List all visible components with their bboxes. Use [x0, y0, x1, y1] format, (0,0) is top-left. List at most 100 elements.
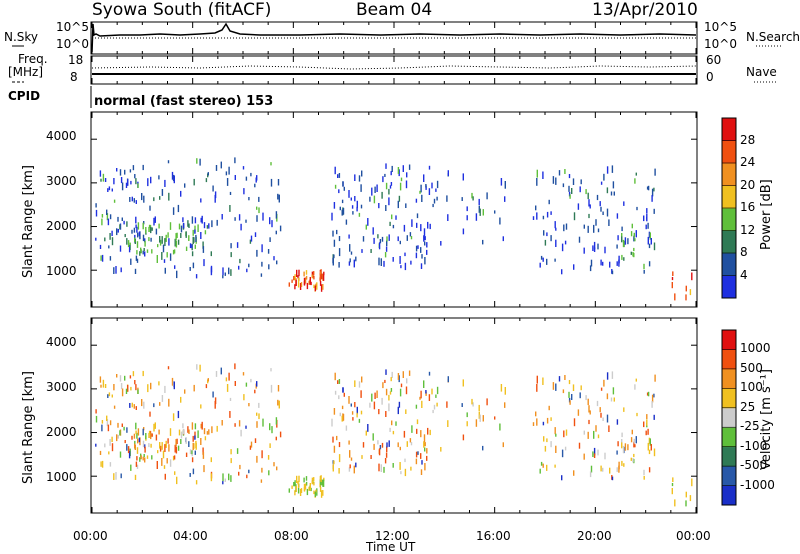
power-cell	[633, 235, 635, 242]
power-cell	[168, 238, 170, 246]
power-cell	[142, 222, 144, 230]
power-cell	[634, 238, 636, 242]
colorbar-segment	[722, 275, 736, 299]
power-cell	[417, 245, 419, 249]
velocity-cell	[612, 387, 615, 395]
power-cell	[228, 166, 230, 175]
power-cell	[296, 269, 298, 277]
power-cell	[499, 217, 501, 225]
velocity-cell	[623, 463, 625, 467]
power-cell	[590, 259, 593, 267]
power-cell	[623, 257, 625, 261]
colorbar-segment	[722, 118, 736, 141]
power-cell	[211, 220, 213, 228]
power-cell	[254, 232, 257, 237]
power-cell	[643, 270, 645, 274]
power-cell	[648, 261, 651, 267]
velocity-cell	[200, 438, 202, 445]
power-cell	[596, 194, 599, 201]
velocity-cell	[372, 433, 374, 441]
power-cell	[267, 249, 270, 254]
colorbar-segment	[722, 185, 736, 209]
power-cell	[691, 272, 693, 281]
velocity-cell	[128, 450, 131, 459]
velocity-cell	[148, 430, 151, 434]
velocity-cell	[107, 394, 109, 398]
power-cell	[316, 282, 318, 290]
velocity-cell	[634, 444, 636, 448]
velocity-cell	[653, 393, 655, 398]
velocity-cell	[182, 423, 184, 429]
power-cell	[388, 188, 390, 195]
velocity-cell	[249, 445, 252, 450]
velocity-cell	[395, 421, 397, 426]
power-cell	[573, 212, 576, 221]
power-cell	[384, 252, 387, 258]
power-cell	[580, 179, 582, 185]
power-cell	[136, 226, 138, 233]
velocity-cell	[270, 384, 273, 393]
velocity-cell	[564, 375, 566, 380]
velocity-cell	[336, 435, 338, 441]
power-cell	[121, 182, 124, 191]
power-cell	[651, 188, 654, 197]
power-cell	[384, 173, 386, 177]
velocity-cell	[132, 371, 135, 377]
power-cell	[391, 214, 393, 220]
velocity-cell	[109, 462, 112, 467]
power-cell	[616, 244, 618, 249]
power-cell	[171, 171, 174, 180]
power-cell	[142, 234, 145, 242]
power-cell	[546, 258, 548, 265]
velocity-cell	[341, 405, 344, 410]
velocity-cell	[600, 465, 602, 472]
power-cell	[548, 199, 550, 205]
velocity-cell	[309, 483, 311, 491]
velocity-cell	[200, 404, 202, 409]
velocity-cell	[196, 364, 198, 370]
power-cell	[536, 169, 538, 178]
colorbar-tick-label: 20	[740, 177, 756, 192]
power-cell	[99, 170, 102, 177]
power-cell	[117, 228, 119, 233]
velocity-cell	[633, 458, 635, 464]
power-cell	[297, 277, 300, 282]
velocity-cell	[440, 447, 442, 452]
velocity-cell	[113, 473, 115, 480]
power-cell	[230, 243, 232, 249]
power-cell	[502, 236, 504, 242]
velocity-cell	[107, 424, 110, 432]
velocity-cell	[293, 482, 295, 487]
velocity-cell	[182, 428, 185, 435]
velocity-cell	[129, 403, 131, 408]
velocity-cell	[348, 467, 351, 472]
velocity-cell	[338, 379, 341, 384]
power-cell	[399, 256, 401, 264]
power-cell	[600, 206, 602, 212]
velocity-cell	[367, 424, 369, 432]
power-cell	[143, 221, 145, 225]
power-cell	[555, 239, 557, 247]
velocity-cell	[333, 445, 336, 453]
power-cell	[478, 205, 480, 213]
velocity-cell	[648, 467, 651, 473]
velocity-cell	[240, 429, 242, 437]
power-cell	[191, 244, 193, 249]
velocity-cell	[544, 445, 547, 452]
velocity-cell	[350, 403, 352, 407]
velocity-cell	[426, 448, 428, 454]
power-cell	[561, 269, 563, 275]
power-cell	[107, 188, 109, 192]
velocity-cell	[338, 442, 341, 448]
freq-left-tick-bottom: 8	[70, 70, 78, 84]
power-cell	[472, 196, 474, 201]
power-cell	[173, 175, 175, 184]
power-cell	[385, 163, 387, 169]
velocity-cell	[248, 403, 250, 407]
velocity-cell	[447, 420, 449, 427]
velocity-cell	[108, 392, 111, 397]
velocity-cell	[321, 479, 323, 486]
velocity-y-tick-label: 4000	[46, 335, 77, 349]
power-cell	[358, 212, 361, 217]
velocity-cell	[188, 441, 190, 447]
